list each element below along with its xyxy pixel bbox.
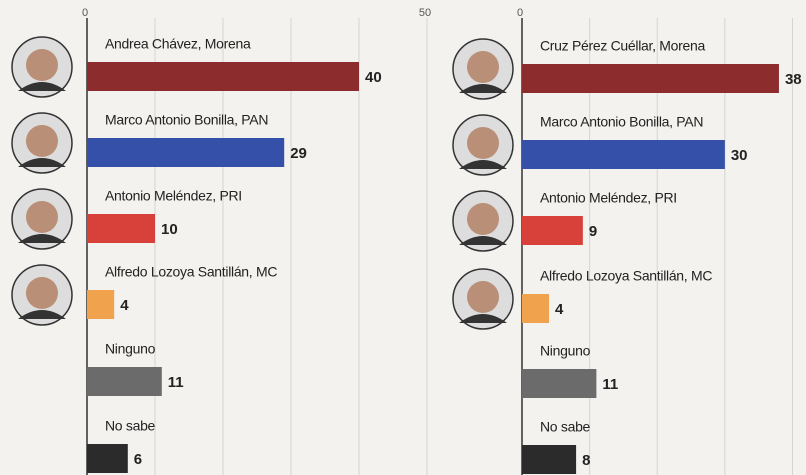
photo-face	[26, 201, 58, 233]
x-tick-label: 0	[517, 7, 523, 19]
value-label: 11	[168, 374, 184, 391]
category-label: Marco Antonio Bonilla, PAN	[540, 114, 703, 130]
photo-shoulders	[459, 314, 507, 323]
bar	[87, 214, 155, 243]
photo-face	[26, 125, 58, 157]
category-label: Antonio Meléndez, PRI	[105, 188, 242, 204]
bar	[87, 138, 285, 167]
value-label: 40	[365, 69, 382, 86]
value-label: 29	[290, 145, 307, 162]
category-label: No sabe	[105, 418, 156, 434]
category-label: Antonio Meléndez, PRI	[540, 190, 677, 206]
photo-shoulders	[18, 234, 66, 243]
bar	[522, 294, 550, 323]
photo-shoulders	[18, 310, 66, 319]
photo-face	[467, 203, 499, 235]
category-label: No sabe	[540, 419, 591, 435]
photo-face	[26, 277, 58, 309]
value-label: 8	[582, 452, 590, 469]
photo-face	[26, 49, 58, 81]
photo-face	[467, 51, 499, 83]
photo-face	[467, 127, 499, 159]
value-label: 30	[731, 147, 748, 164]
value-label: 10	[161, 221, 178, 238]
photo-face	[467, 281, 499, 313]
bar	[87, 367, 162, 396]
value-label: 4	[120, 297, 129, 314]
photo-shoulders	[459, 160, 507, 169]
photo-shoulders	[18, 158, 66, 167]
bar	[87, 444, 128, 473]
photo-shoulders	[459, 236, 507, 245]
value-label: 11	[602, 376, 618, 393]
bar	[87, 62, 359, 91]
bar	[522, 445, 577, 474]
category-label: Cruz Pérez Cuéllar, Morena	[540, 38, 705, 54]
x-tick-label: 0	[82, 7, 88, 19]
x-tick-label: 50	[419, 7, 431, 19]
value-label: 6	[134, 451, 142, 468]
photo-shoulders	[18, 82, 66, 91]
value-label: 4	[555, 301, 564, 318]
category-label: Alfredo Lozoya Santillán, MC	[105, 264, 277, 280]
value-label: 9	[589, 223, 597, 240]
bar	[87, 290, 115, 319]
category-label: Andrea Chávez, Morena	[105, 36, 251, 52]
category-label: Marco Antonio Bonilla, PAN	[105, 112, 268, 128]
bar	[522, 369, 597, 398]
value-label: 38	[785, 71, 802, 88]
category-label: Alfredo Lozoya Santillán, MC	[540, 268, 712, 284]
bar	[522, 64, 779, 93]
bar	[522, 140, 725, 169]
category-label: Ninguno	[105, 341, 156, 357]
photo-shoulders	[459, 84, 507, 93]
category-label: Ninguno	[540, 343, 591, 359]
bar	[522, 216, 583, 245]
